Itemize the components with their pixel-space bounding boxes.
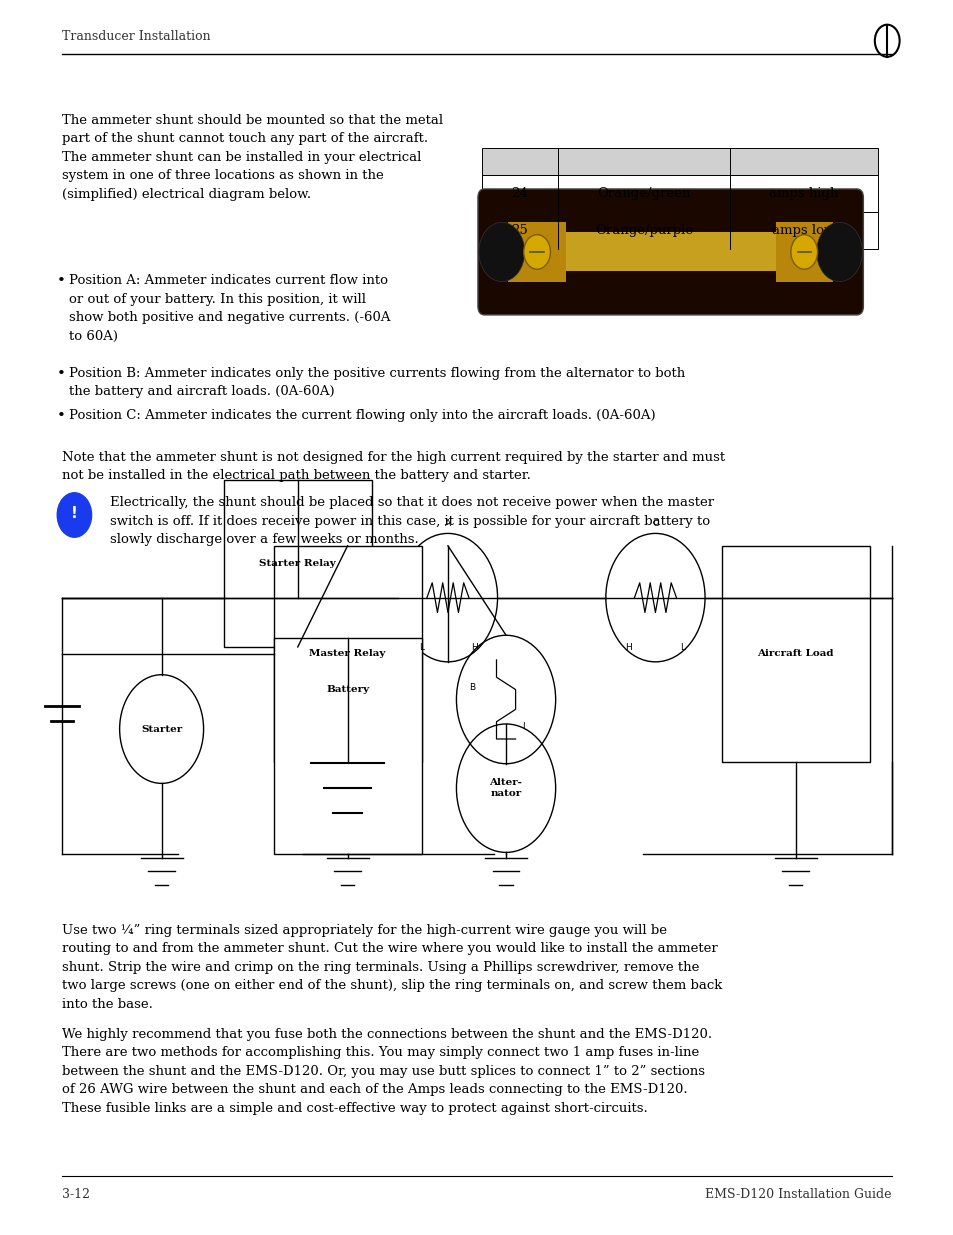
FancyBboxPatch shape bbox=[274, 637, 421, 853]
Circle shape bbox=[790, 235, 817, 269]
Text: Position B: Ammeter indicates only the positive currents flowing from the altern: Position B: Ammeter indicates only the p… bbox=[69, 367, 684, 399]
FancyBboxPatch shape bbox=[477, 189, 862, 315]
Text: We highly recommend that you fuse both the connections between the shunt and the: We highly recommend that you fuse both t… bbox=[62, 1028, 711, 1114]
Text: amps low: amps low bbox=[771, 225, 835, 237]
Text: !: ! bbox=[71, 506, 78, 521]
Text: A: A bbox=[444, 520, 451, 529]
Text: 24: 24 bbox=[511, 188, 528, 200]
Text: EMS-D120 Installation Guide: EMS-D120 Installation Guide bbox=[705, 1188, 891, 1202]
FancyBboxPatch shape bbox=[274, 546, 421, 762]
Text: •: • bbox=[56, 409, 65, 422]
Text: Starter: Starter bbox=[141, 725, 182, 734]
Text: H: H bbox=[471, 643, 477, 652]
Circle shape bbox=[478, 222, 524, 282]
Text: Orange/green: Orange/green bbox=[597, 188, 690, 200]
Text: B: B bbox=[469, 683, 476, 692]
Text: Starter Relay: Starter Relay bbox=[259, 559, 335, 568]
Text: Use two ¼” ring terminals sized appropriately for the high-current wire gauge yo: Use two ¼” ring terminals sized appropri… bbox=[62, 924, 721, 1010]
Text: I: I bbox=[521, 722, 524, 731]
FancyBboxPatch shape bbox=[565, 232, 775, 272]
Text: Master Relay: Master Relay bbox=[309, 650, 385, 658]
Text: Note that the ammeter shunt is not designed for the high current required by the: Note that the ammeter shunt is not desig… bbox=[62, 451, 724, 483]
Circle shape bbox=[523, 235, 550, 269]
Text: 3-12: 3-12 bbox=[62, 1188, 90, 1202]
Circle shape bbox=[57, 493, 91, 537]
Text: Position A: Ammeter indicates current flow into
or out of your battery. In this : Position A: Ammeter indicates current fl… bbox=[69, 274, 390, 342]
Text: L: L bbox=[418, 643, 423, 652]
Text: The ammeter shunt should be mounted so that the metal
part of the shunt cannot t: The ammeter shunt should be mounted so t… bbox=[62, 114, 443, 200]
Text: •: • bbox=[56, 274, 65, 288]
Text: 25: 25 bbox=[511, 225, 528, 237]
Text: Orange/purple: Orange/purple bbox=[595, 225, 692, 237]
FancyBboxPatch shape bbox=[481, 148, 877, 175]
Text: Electrically, the shunt should be placed so that it does not receive power when : Electrically, the shunt should be placed… bbox=[110, 496, 713, 546]
Text: Transducer Installation: Transducer Installation bbox=[62, 30, 211, 43]
Text: C: C bbox=[652, 520, 658, 529]
FancyBboxPatch shape bbox=[721, 546, 869, 762]
FancyBboxPatch shape bbox=[508, 221, 565, 283]
Text: H: H bbox=[625, 643, 632, 652]
Text: Position C: Ammeter indicates the current flowing only into the aircraft loads. : Position C: Ammeter indicates the curren… bbox=[69, 409, 655, 422]
Circle shape bbox=[816, 222, 862, 282]
Text: amps high: amps high bbox=[768, 188, 838, 200]
Text: L: L bbox=[679, 643, 684, 652]
FancyBboxPatch shape bbox=[224, 480, 372, 647]
FancyBboxPatch shape bbox=[775, 221, 832, 283]
Text: Battery: Battery bbox=[326, 685, 369, 694]
FancyBboxPatch shape bbox=[481, 175, 877, 212]
Text: •: • bbox=[56, 367, 65, 380]
Text: Aircraft Load: Aircraft Load bbox=[757, 650, 833, 658]
FancyBboxPatch shape bbox=[481, 212, 877, 249]
Text: Alter-
nator: Alter- nator bbox=[489, 778, 522, 798]
